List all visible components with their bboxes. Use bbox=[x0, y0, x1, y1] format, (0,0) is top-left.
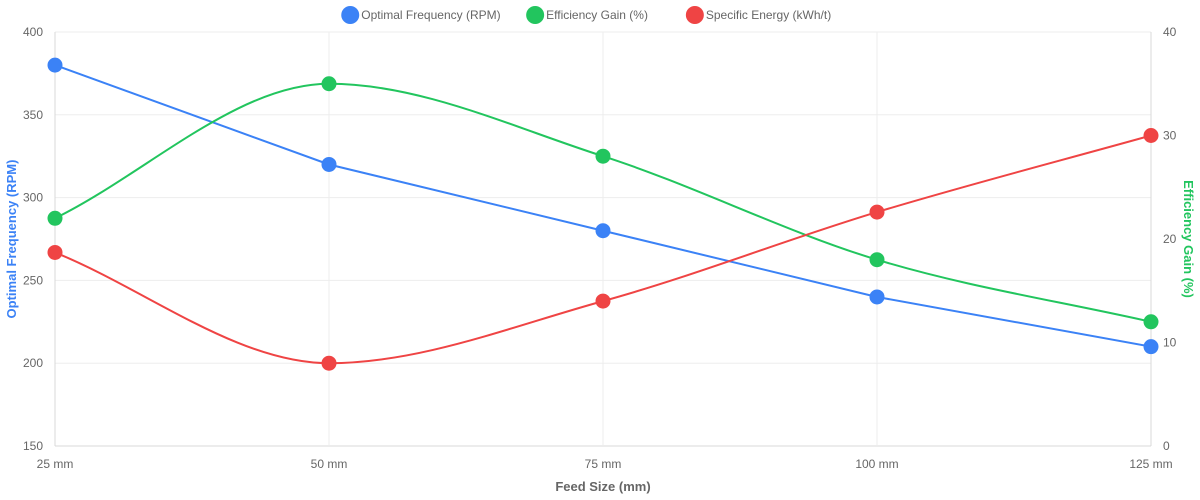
y-left-tick-label: 300 bbox=[23, 191, 43, 205]
x-tick-label: 100 mm bbox=[855, 457, 898, 471]
legend-swatch bbox=[341, 6, 360, 24]
y-left-tick-label: 400 bbox=[23, 25, 43, 39]
axes: 150 200 250 300 350 400 0 10 20 30 40 25 mm 50 mm 75 … bbox=[23, 25, 1177, 471]
y-right-tick-label: 30 bbox=[1163, 129, 1177, 143]
legend[interactable]: Optimal Frequency (RPM) Efficiency Gain (… bbox=[341, 6, 831, 24]
y-right-tick-label: 40 bbox=[1163, 25, 1177, 39]
legend-swatch bbox=[526, 6, 545, 24]
legend-label: Efficiency Gain (%) bbox=[546, 8, 648, 22]
y-right-tick-label: 20 bbox=[1163, 232, 1177, 246]
x-tick-label: 25 mm bbox=[37, 457, 74, 471]
data-point[interactable] bbox=[1143, 339, 1159, 355]
y-left-tick-label: 150 bbox=[23, 439, 43, 453]
grid bbox=[54, 31, 1152, 447]
series-2 bbox=[47, 128, 1159, 371]
series-0 bbox=[47, 57, 1159, 355]
y-left-tick-label: 350 bbox=[23, 108, 43, 122]
legend-item-1[interactable]: Efficiency Gain (%) bbox=[526, 6, 648, 24]
x-axis-title: Feed Size (mm) bbox=[555, 479, 650, 494]
y-axis-left-title: Optimal Frequency (RPM) bbox=[4, 160, 19, 319]
legend-swatch bbox=[685, 6, 704, 24]
data-point[interactable] bbox=[47, 244, 63, 260]
y-right-tick-label: 0 bbox=[1163, 439, 1170, 453]
data-point[interactable] bbox=[1143, 128, 1159, 143]
series-1 bbox=[47, 76, 1159, 330]
legend-item-0[interactable]: Optimal Frequency (RPM) bbox=[341, 6, 501, 24]
data-point[interactable] bbox=[321, 76, 337, 92]
data-point[interactable] bbox=[47, 57, 63, 73]
series-layer bbox=[47, 57, 1159, 371]
y-left-tick-label: 250 bbox=[23, 273, 43, 287]
legend-label: Specific Energy (kWh/t) bbox=[706, 8, 831, 22]
data-point[interactable] bbox=[321, 355, 337, 371]
data-point[interactable] bbox=[47, 210, 63, 226]
y-axis-right-title: Efficiency Gain (%) bbox=[1181, 180, 1196, 298]
data-point[interactable] bbox=[869, 204, 885, 220]
x-tick-label: 50 mm bbox=[311, 457, 348, 471]
data-point[interactable] bbox=[595, 293, 611, 309]
data-point[interactable] bbox=[595, 223, 611, 239]
data-point[interactable] bbox=[869, 289, 885, 305]
y-right-tick-label: 10 bbox=[1163, 336, 1177, 350]
legend-label: Optimal Frequency (RPM) bbox=[361, 8, 500, 22]
y-left-tick-label: 200 bbox=[23, 356, 43, 370]
x-tick-label: 75 mm bbox=[585, 457, 622, 471]
data-point[interactable] bbox=[321, 156, 337, 172]
legend-item-2[interactable]: Specific Energy (kWh/t) bbox=[685, 6, 831, 24]
x-tick-label: 125 mm bbox=[1129, 457, 1172, 471]
data-point[interactable] bbox=[869, 252, 885, 268]
data-point[interactable] bbox=[1143, 314, 1159, 330]
data-point[interactable] bbox=[595, 148, 611, 164]
